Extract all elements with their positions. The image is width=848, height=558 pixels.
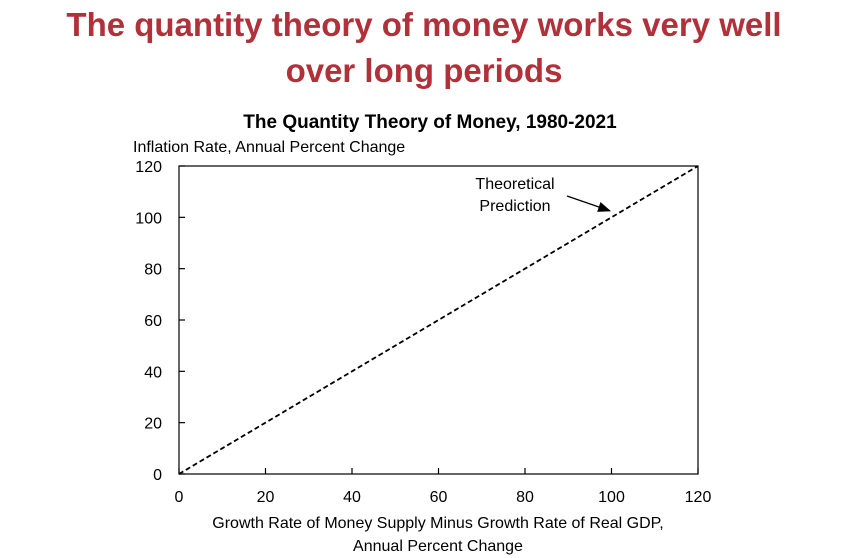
x-tick-label: 40 (343, 489, 361, 506)
x-axis: 0 20 40 60 80 100 120 (175, 468, 712, 506)
annotation-line-1: Theoretical (475, 176, 554, 193)
y-tick-label: 100 (135, 210, 162, 227)
x-tick-label: 0 (175, 489, 184, 506)
x-tick-label: 100 (598, 489, 625, 506)
x-tick-label: 120 (685, 489, 712, 506)
slide-title-line-2: over long periods (285, 52, 563, 89)
x-tick-label: 80 (516, 489, 534, 506)
x-tick-label: 60 (430, 489, 448, 506)
y-tick-label: 0 (153, 467, 162, 484)
y-tick-label: 60 (144, 313, 162, 330)
y-tick-label: 80 (144, 262, 162, 279)
y-tick-label: 120 (135, 159, 162, 176)
chart-title: The Quantity Theory of Money, 1980-2021 (243, 112, 617, 133)
x-axis-label-line-2: Annual Percent Change (353, 538, 523, 555)
annotation-arrow (566, 195, 612, 212)
x-axis-label-line-1: Growth Rate of Money Supply Minus Growth… (212, 515, 663, 532)
x-tick-label: 20 (257, 489, 275, 506)
slide-title: The quantity theory of money works very … (0, 2, 848, 94)
slide-title-line-1: The quantity theory of money works very … (66, 6, 782, 43)
annotation-line-2: Prediction (479, 198, 550, 215)
series-layer (178, 165, 699, 475)
y-axis: 0 20 40 60 80 100 120 (135, 159, 185, 484)
y-axis-label: Inflation Rate, Annual Percent Change (133, 139, 405, 156)
y-tick-label: 20 (144, 416, 162, 433)
y-tick-label: 40 (144, 364, 162, 381)
series-line (178, 165, 699, 475)
